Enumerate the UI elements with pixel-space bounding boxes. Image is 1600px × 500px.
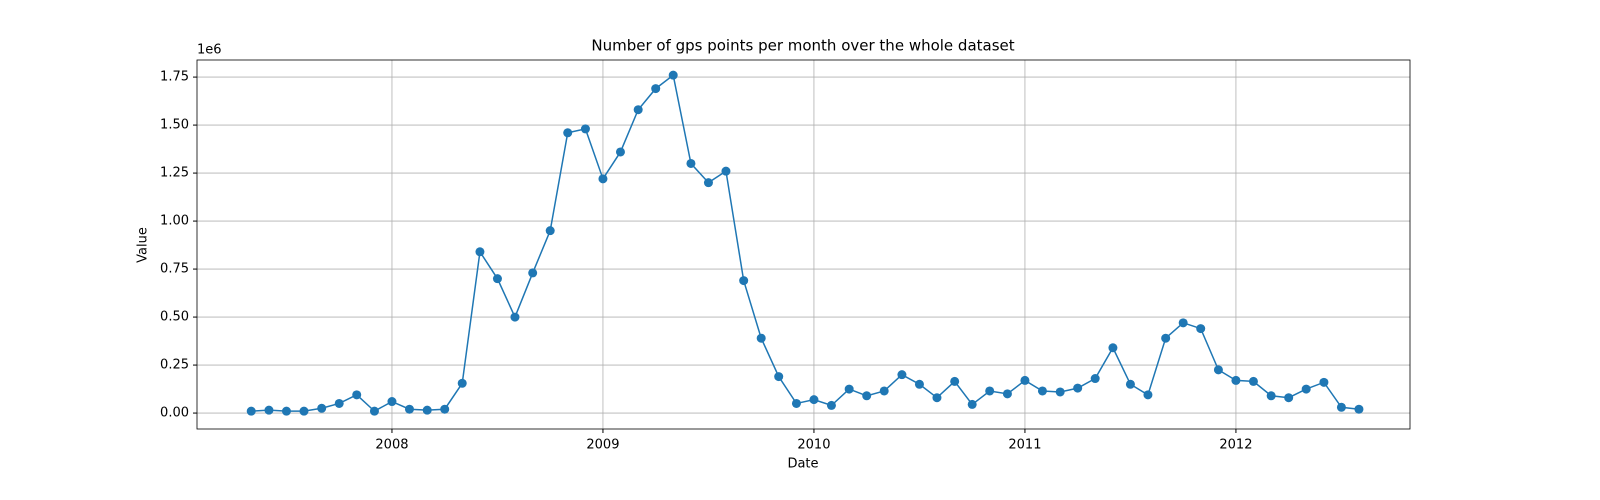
y-tick-label: 1.00 [160, 214, 189, 229]
data-point [264, 405, 274, 415]
data-point [985, 386, 995, 396]
data-point [387, 397, 397, 407]
plot-frame [196, 59, 1411, 430]
x-tick-label: 2009 [586, 438, 619, 453]
data-point [1213, 365, 1223, 375]
data-point [826, 400, 836, 410]
data-point [686, 158, 696, 168]
data-point [510, 312, 520, 322]
data-point [651, 84, 661, 94]
data-point [369, 406, 379, 416]
data-point [1284, 393, 1294, 403]
y-tick-label: 1.50 [160, 118, 189, 133]
data-point [475, 247, 485, 257]
data-point [1037, 386, 1047, 396]
data-point [1020, 375, 1030, 385]
x-tick-label: 2012 [1219, 438, 1252, 453]
data-point [615, 147, 625, 157]
data-point [299, 406, 309, 416]
data-point [281, 406, 291, 416]
y-axis-label: Value [136, 227, 151, 263]
data-point [1073, 383, 1083, 393]
data-point [492, 274, 502, 284]
data-point [633, 105, 643, 115]
data-point [404, 404, 414, 414]
data-point [422, 405, 432, 415]
data-point [1336, 402, 1346, 412]
data-point [1231, 375, 1241, 385]
data-point [791, 398, 801, 408]
y-tick-label: 1.75 [160, 70, 189, 85]
data-point [897, 370, 907, 380]
data-point [1266, 391, 1276, 401]
data-point [1161, 333, 1171, 343]
data-point [545, 226, 555, 236]
data-point [1108, 343, 1118, 353]
data-point [317, 403, 327, 413]
data-point [950, 376, 960, 386]
data-point [1055, 387, 1065, 397]
data-point [528, 268, 538, 278]
data-point [1178, 318, 1188, 328]
data-point [457, 378, 467, 388]
data-point [1125, 379, 1135, 389]
data-point [967, 399, 977, 409]
data-point [914, 379, 924, 389]
data-point [246, 406, 256, 416]
data-point [756, 333, 766, 343]
data-point [862, 391, 872, 401]
x-axis-label: Date [787, 457, 818, 472]
data-point [879, 386, 889, 396]
data-point [1090, 374, 1100, 384]
data-point [703, 178, 713, 188]
data-point [1143, 390, 1153, 400]
data-point [1196, 324, 1206, 334]
data-point [1002, 389, 1012, 399]
data-point [721, 166, 731, 176]
data-point [1248, 376, 1258, 386]
data-point [580, 124, 590, 134]
data-point [932, 393, 942, 403]
data-point [809, 395, 819, 405]
data-point [440, 404, 450, 414]
y-tick-label: 0.75 [160, 262, 189, 277]
data-point [844, 384, 854, 394]
y-tick-label: 1.25 [160, 166, 189, 181]
data-point [774, 372, 784, 382]
data-point [1301, 384, 1311, 394]
data-line [251, 73, 1360, 413]
data-point [352, 390, 362, 400]
chart-title: Number of gps points per month over the … [591, 37, 1014, 55]
data-point [563, 128, 573, 138]
y-offset-label: 1e6 [197, 43, 222, 58]
data-point [334, 398, 344, 408]
data-point [598, 174, 608, 184]
data-point [1319, 377, 1329, 387]
data-point [1354, 404, 1364, 414]
data-point [739, 276, 749, 286]
x-tick-label: 2008 [375, 438, 408, 453]
x-tick-label: 2010 [797, 438, 830, 453]
y-tick-label: 0.25 [160, 358, 189, 373]
y-tick-label: 0.00 [160, 406, 189, 421]
y-tick-label: 0.50 [160, 310, 189, 325]
x-tick-label: 2011 [1008, 438, 1041, 453]
data-point [668, 70, 678, 80]
